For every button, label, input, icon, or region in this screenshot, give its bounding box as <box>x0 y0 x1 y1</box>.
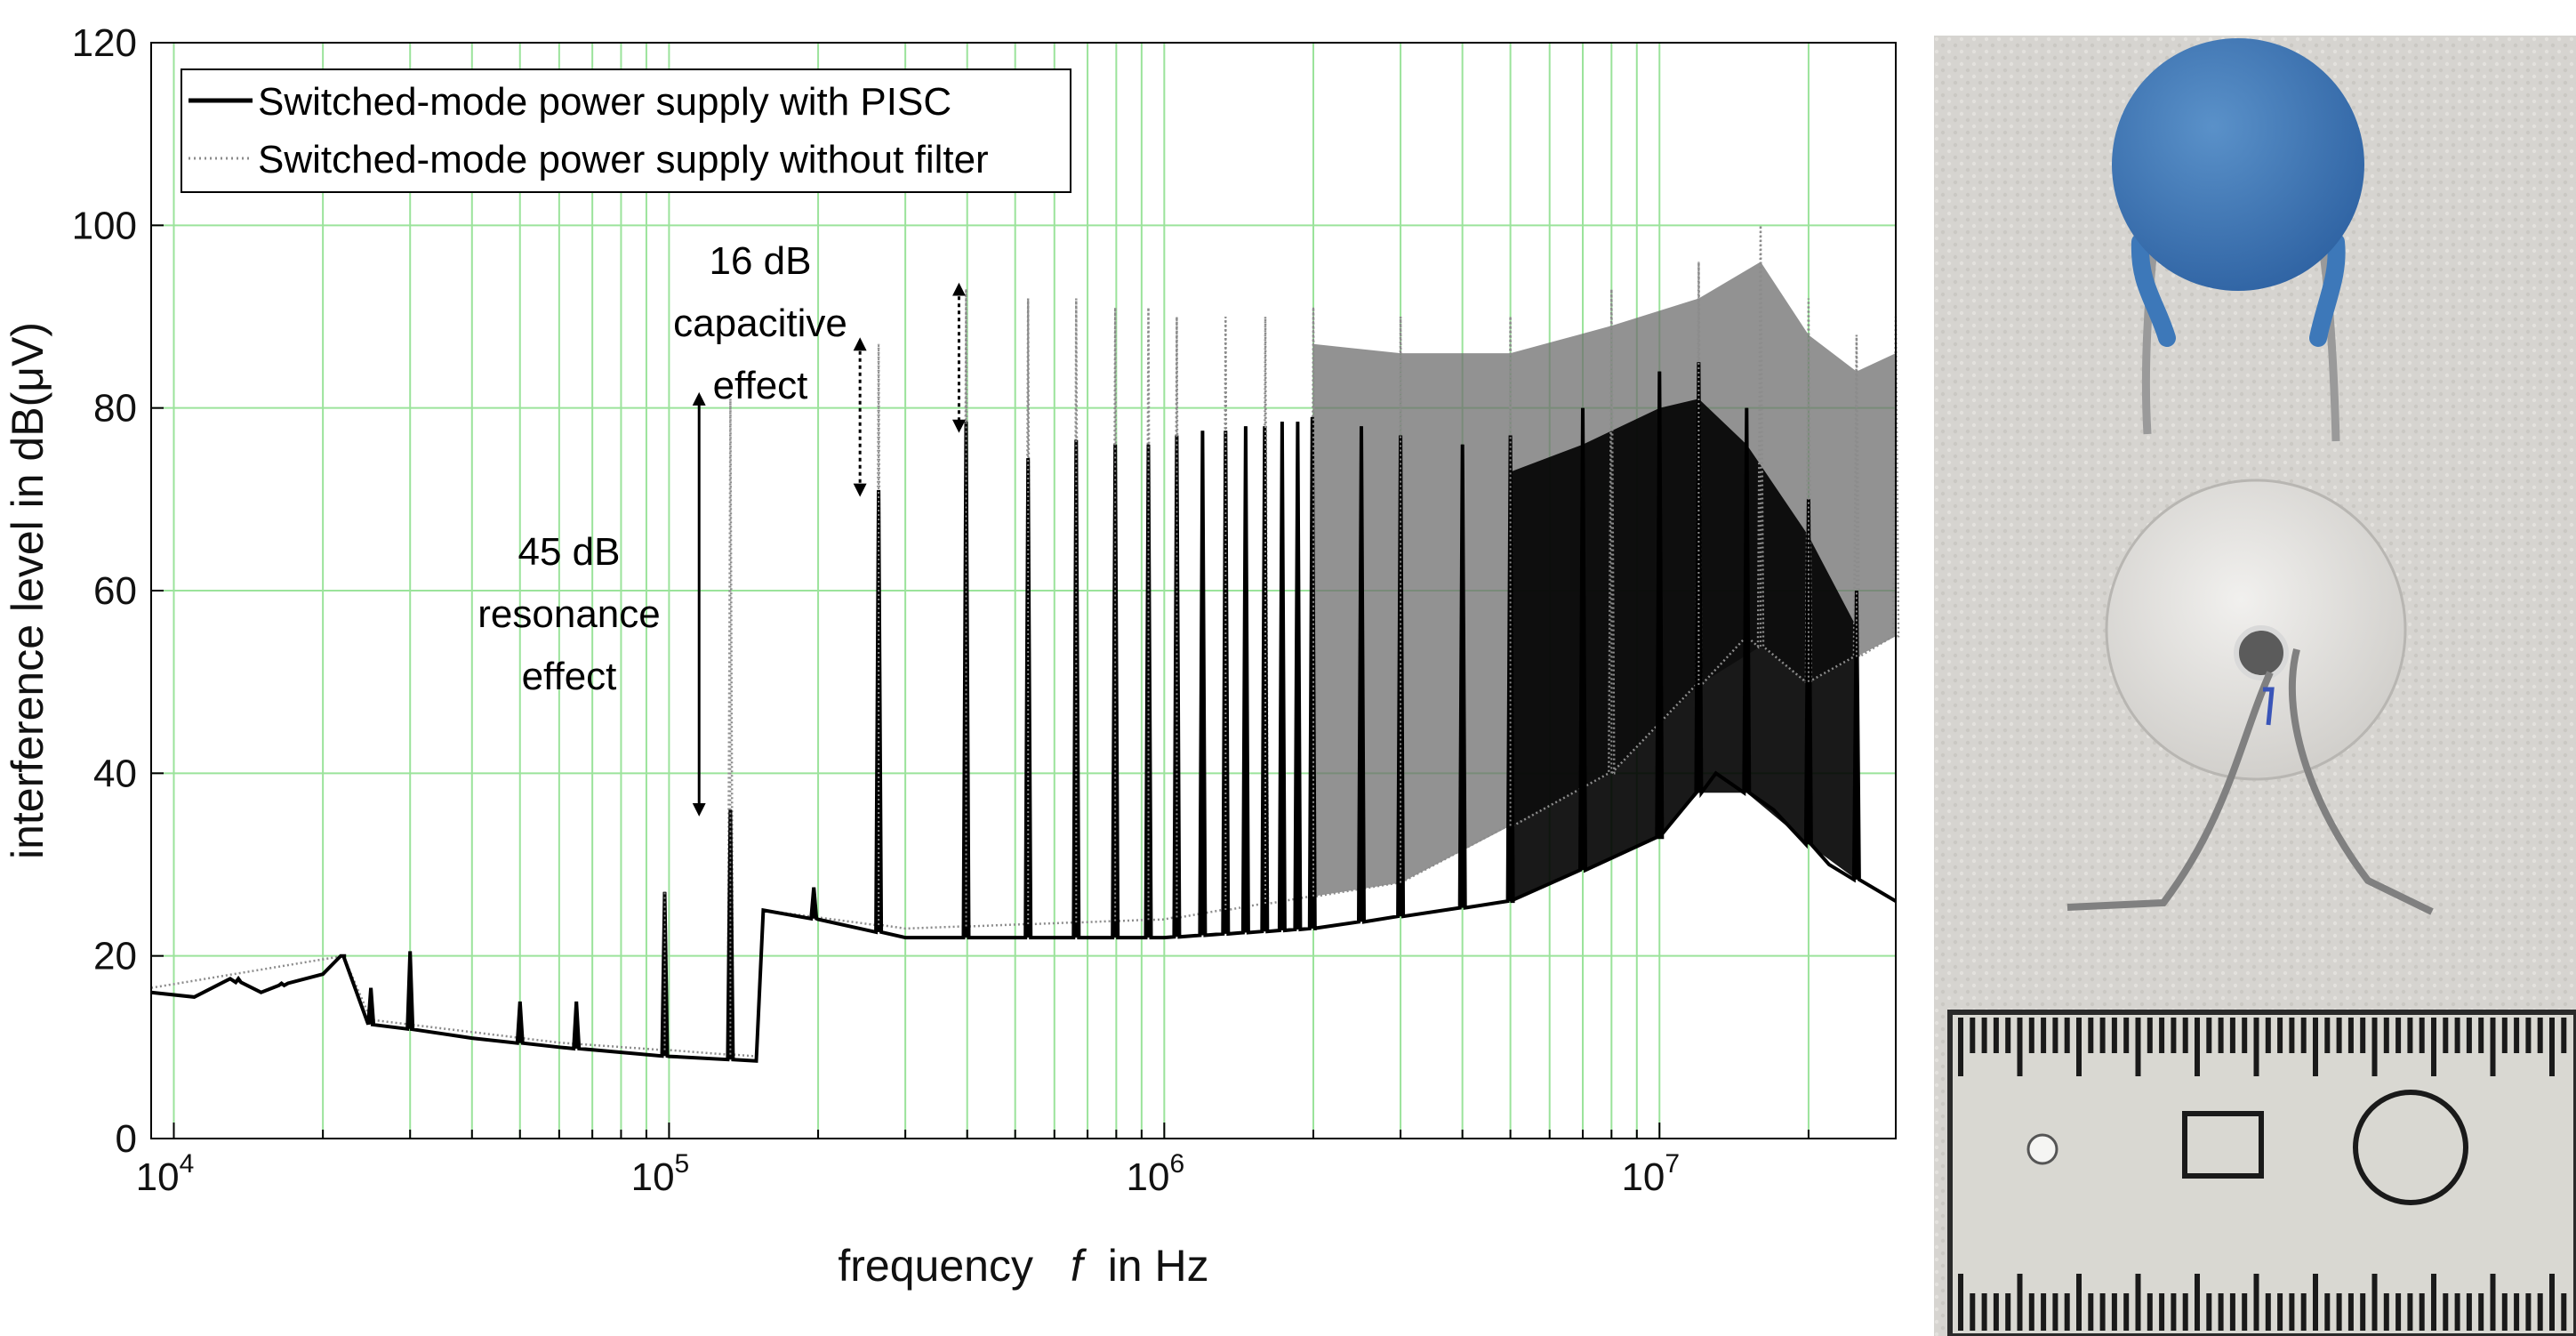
y-tick-label: 0 <box>116 1117 137 1161</box>
y-axis-label: interference level in dB(μV) <box>3 322 52 859</box>
legend: Switched-mode power supply with PISC Swi… <box>181 68 1071 193</box>
grey-band-layer <box>1313 262 1896 902</box>
x-tick-exponent: 7 <box>1665 1149 1680 1179</box>
x-tick-label: 107 <box>1621 1149 1680 1199</box>
x-tick-exponent: 6 <box>1169 1149 1184 1179</box>
annotation-capacitive-line-1: 16 dB <box>710 239 812 283</box>
annotation-capacitive-line-2: capacitive <box>673 302 847 345</box>
x-tick-label: 104 <box>136 1149 195 1199</box>
x-tick-base: 10 <box>136 1155 180 1199</box>
x-tick-exponent: 5 <box>675 1149 690 1179</box>
y-tick-label: 20 <box>93 935 137 978</box>
capacitor-photo <box>1934 36 2576 1336</box>
x-axis-label-var: f <box>1071 1241 1087 1291</box>
annotation-capacitive: 16 dB capacitive effect <box>673 239 966 497</box>
legend-label-without-filter: Switched-mode power supply without filte… <box>258 138 989 181</box>
x-tick-base: 10 <box>1127 1155 1170 1199</box>
band-with-pisc <box>1510 398 1857 902</box>
x-axis-label-suffix: in Hz <box>1108 1241 1209 1291</box>
x-tick-label: 106 <box>1127 1149 1185 1199</box>
series-layer <box>150 225 1900 1063</box>
y-axis: 0 20 40 60 80 100 120 <box>72 21 164 1161</box>
x-axis: 104 105 106 107 <box>136 1123 1897 1199</box>
pisc-disc-capacitor <box>2066 479 2434 915</box>
x-axis-label-prefix: frequency <box>838 1241 1033 1291</box>
y-tick-label: 80 <box>93 387 137 431</box>
annotation-resonance-line-3: effect <box>522 655 617 698</box>
y-tick-label: 60 <box>93 569 137 613</box>
annotation-resonance: 45 dB resonance effect <box>477 391 706 817</box>
x-tick-exponent: 4 <box>180 1149 195 1179</box>
x-axis-label: frequency f in Hz <box>838 1241 1208 1291</box>
annotation-resonance-line-2: resonance <box>477 592 660 636</box>
y-tick-label: 40 <box>93 752 137 795</box>
annotation-resonance-line-1: 45 dB <box>518 530 621 574</box>
x-tick-base: 10 <box>1621 1155 1665 1199</box>
x-tick-base: 10 <box>631 1155 675 1199</box>
y-tick-label: 120 <box>72 21 137 65</box>
y-tick-label: 100 <box>72 204 137 247</box>
ruler <box>1947 1010 2576 1336</box>
legend-label-with-pisc: Switched-mode power supply with PISC <box>258 80 951 124</box>
legend-box <box>181 68 1071 193</box>
annotation-capacitive-line-3: effect <box>713 364 808 407</box>
ceramic-capacitor <box>2112 38 2364 442</box>
x-tick-label: 105 <box>631 1149 690 1199</box>
